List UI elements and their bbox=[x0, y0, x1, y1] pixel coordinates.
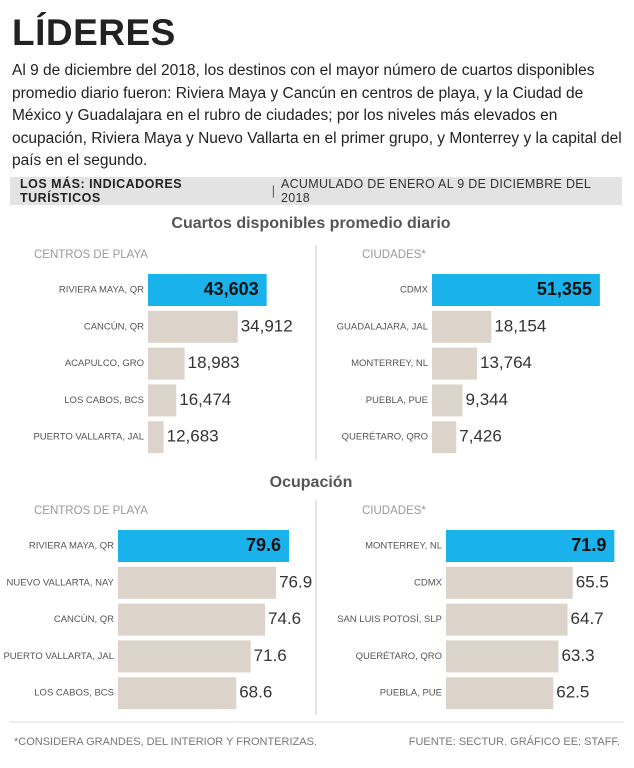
value-label: 76.9 bbox=[279, 572, 312, 591]
category-label: LOS CABOS, BCS bbox=[64, 395, 144, 406]
value-label: 7,426 bbox=[459, 427, 502, 446]
bar bbox=[118, 566, 277, 599]
footer-note: *CONSIDERA GRANDES, DEL INTERIOR Y FRONT… bbox=[14, 736, 317, 748]
value-label: 18,983 bbox=[188, 353, 240, 372]
bar bbox=[432, 274, 600, 306]
category-label: MONTERREY, NL bbox=[351, 358, 428, 369]
value-label: 13,764 bbox=[480, 353, 532, 372]
chart-subtitle: CENTROS DE PLAYA bbox=[34, 249, 148, 261]
section-title: LOS MÁS: INDICADORES TURÍSTICOS bbox=[20, 177, 183, 205]
section-subtitle: ACUMULADO DE ENERO AL 9 DE DICIEMBRE DEL… bbox=[280, 177, 591, 205]
section-bar: LOS MÁS: INDICADORES TURÍSTICOS | ACUMUL… bbox=[10, 177, 622, 205]
chart-subtitle: CIUDADES* bbox=[362, 505, 426, 517]
bar bbox=[118, 603, 266, 636]
category-label: SAN LUIS POTOSÍ, SLP bbox=[337, 614, 442, 625]
value-label: 79.6 bbox=[246, 535, 281, 555]
category-label: PUERTO VALLARTA, JAL bbox=[3, 651, 114, 662]
value-label: 9,344 bbox=[466, 390, 509, 409]
category-label: PUEBLA, PUE bbox=[366, 395, 428, 406]
category-label: CANCÚN, QR bbox=[54, 614, 114, 625]
category-label: PUEBLA, PUE bbox=[380, 688, 442, 699]
bar bbox=[148, 384, 177, 417]
value-label: 71.6 bbox=[254, 646, 287, 665]
value-label: 71.9 bbox=[571, 535, 606, 555]
category-label: RIVIERA MAYA, QR bbox=[59, 285, 144, 296]
value-label: 34,912 bbox=[241, 316, 293, 335]
category-label: LOS CABOS, BCS bbox=[34, 688, 114, 699]
chart-subtitle: CENTROS DE PLAYA bbox=[34, 505, 148, 517]
bar bbox=[148, 347, 185, 380]
category-label: CDMX bbox=[400, 285, 429, 296]
separator: | bbox=[271, 184, 275, 198]
bar bbox=[118, 530, 290, 562]
bar bbox=[148, 421, 164, 454]
bar bbox=[446, 677, 554, 710]
bar bbox=[446, 566, 573, 599]
bar bbox=[446, 603, 568, 636]
bar bbox=[118, 677, 237, 710]
category-label: QUERÉTARO, QRO bbox=[356, 651, 442, 662]
value-label: 16,474 bbox=[179, 390, 231, 409]
bar bbox=[118, 640, 251, 673]
value-label: 62.5 bbox=[556, 683, 589, 702]
bar bbox=[148, 274, 267, 306]
category-label: GUADALAJARA, JAL bbox=[337, 321, 428, 332]
value-label: 65.5 bbox=[576, 572, 609, 591]
category-label: CANCÚN, QR bbox=[84, 321, 144, 332]
intro-text: Al 9 de diciembre del 2018, los destinos… bbox=[12, 62, 622, 169]
bar bbox=[446, 530, 615, 562]
group-title: Ocupación bbox=[270, 474, 353, 491]
bar bbox=[148, 310, 238, 343]
category-label: MONTERREY, NL bbox=[365, 541, 442, 552]
footer-source: FUENTE: SECTUR. GRÁFICO EE: STAFF. bbox=[409, 735, 620, 748]
category-label: QUERÉTARO, QRO bbox=[342, 432, 428, 443]
bar bbox=[432, 310, 492, 343]
value-label: 68.6 bbox=[239, 683, 272, 702]
category-label: CDMX bbox=[414, 577, 443, 588]
category-label: PUERTO VALLARTA, JAL bbox=[33, 432, 144, 443]
category-label: NUEVO VALLARTA, NAY bbox=[6, 577, 114, 588]
bar bbox=[446, 640, 559, 673]
value-label: 63.3 bbox=[561, 646, 594, 665]
chart-subtitle: CIUDADES* bbox=[362, 249, 426, 261]
value-label: 12,683 bbox=[167, 427, 219, 446]
group-title: Cuartos disponibles promedio diario bbox=[171, 215, 450, 232]
category-label: RIVIERA MAYA, QR bbox=[29, 541, 114, 552]
bar bbox=[432, 421, 457, 454]
bar bbox=[432, 384, 463, 417]
value-label: 51,355 bbox=[537, 279, 592, 299]
bar bbox=[432, 347, 477, 380]
value-label: 64.7 bbox=[571, 609, 604, 628]
category-label: ACAPULCO, GRO bbox=[65, 358, 144, 369]
value-label: 74.6 bbox=[268, 609, 301, 628]
value-label: 18,154 bbox=[494, 316, 546, 335]
value-label: 43,603 bbox=[204, 279, 259, 299]
headline: LÍDERES bbox=[12, 12, 176, 53]
